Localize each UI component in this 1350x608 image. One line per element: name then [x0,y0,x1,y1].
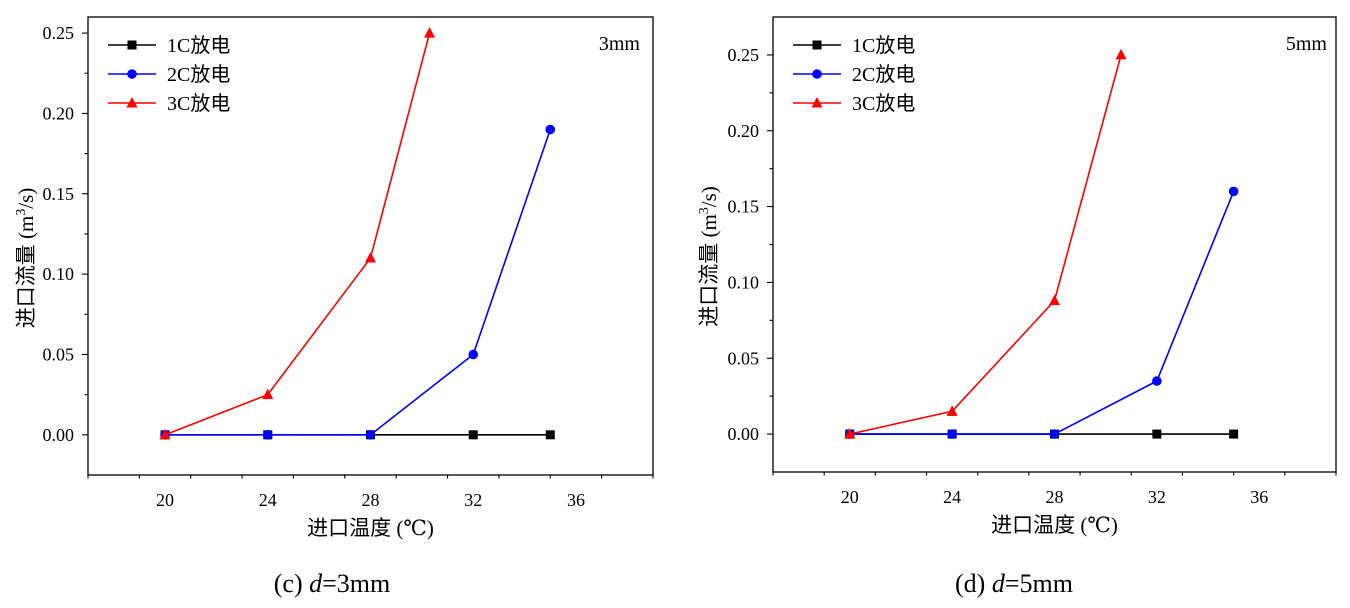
data-point [365,430,376,440]
y-axis-label-end: /s) [697,186,721,207]
caption-prefix: (c) [274,569,309,598]
chart-panel-c: 20 24 28 32 36 0.00 0.05 0.10 0.15 0.20 0.25 进口温度 (… [14,16,654,598]
data-point [468,349,479,360]
series-2C [160,124,556,440]
plot-frame [87,16,654,476]
data-point [1049,294,1060,306]
y-tick-label: 0.25 [728,45,760,65]
caption-rest: =5mm [1005,569,1073,598]
data-point [1228,186,1239,197]
legend: 1C放电 2C放电 3C放电 [793,34,915,115]
y-tick-label: 0.15 [43,184,75,204]
caption-variable: d [309,569,323,598]
x-tick-label: 24 [943,487,961,507]
legend-label: 2C放电 [852,63,915,86]
data-point [365,252,376,263]
series-line [849,54,1122,435]
y-tick-label: 0.05 [728,348,760,368]
y-tick-label: 0.00 [43,425,75,445]
y-axis-label-sup: 3 [14,209,29,216]
data-point [424,27,436,38]
x-tick-label: 36 [1250,487,1268,507]
data-point [1115,48,1127,60]
data-point [159,428,171,440]
y-axis-label-main: 进口流量 (m [14,216,38,329]
data-point [262,388,274,400]
x-tick-label: 20 [156,490,174,510]
chart-panel-d: 20 24 28 32 36 0.00 0.05 0.10 0.15 0.20 0.25 进口温度 (… [697,16,1337,598]
data-point [262,430,273,440]
legend-marker [811,97,823,108]
x-tick-label: 28 [362,490,380,510]
x-tick-label: 32 [464,490,482,510]
legend-label: 3C放电 [167,92,230,115]
legend-label: 2C放电 [167,63,230,86]
legend-marker [126,97,138,108]
series-line [849,191,1235,435]
y-tick-label: 0.10 [43,264,75,284]
x-tick-label: 28 [1046,487,1064,507]
y-axis-label-end: /s) [14,188,38,209]
y-tick-label: 0.10 [728,272,760,292]
legend: 1C放电 2C放电 3C放电 [108,34,230,115]
y-tick-label: 0.05 [43,344,75,364]
y-axis-label: 进口流量 (m3/s) [697,186,721,327]
x-axis-label: 进口温度 (℃) [307,516,434,540]
y-axis-label-main: 进口流量 (m [697,214,721,327]
legend-label: 1C放电 [852,34,915,57]
legend-marker [812,69,822,79]
legend-label: 3C放电 [852,92,915,115]
y-axis-label: 进口流量 (m3/s) [14,188,38,329]
caption-variable: d [992,569,1006,598]
panel-caption: (d) d=5mm [955,569,1073,598]
y-axis-label-sup: 3 [697,207,712,214]
y-tick-label: 0.00 [728,424,760,444]
data-point [1152,376,1162,386]
x-tick-label: 24 [259,490,277,510]
data-point [1049,429,1060,439]
data-point [947,429,957,439]
data-point [844,428,856,439]
thickness-annotation: 5mm [1286,33,1328,55]
data-point [545,124,556,135]
series-line [164,32,431,436]
legend-marker [127,69,137,79]
x-tick-label: 32 [1148,487,1166,507]
series-3C [844,48,1127,439]
y-tick-label: 0.20 [43,103,75,123]
series-line [165,129,552,436]
x-tick-label: 36 [567,490,585,510]
thickness-annotation: 3mm [599,33,641,55]
legend-label: 1C放电 [167,34,230,57]
x-axis-label: 进口温度 (℃) [991,513,1118,537]
data-point [946,405,958,416]
series-2C [844,186,1239,439]
data-point [545,430,555,440]
caption-rest: =3mm [322,569,390,598]
legend-marker [812,40,822,50]
legend-marker [127,40,137,50]
y-tick-label: 0.20 [728,121,760,141]
data-point [1229,429,1239,439]
panel-caption: (c) d=3mm [274,569,390,598]
y-tick-label: 0.25 [43,23,75,43]
x-tick-label: 20 [841,487,859,507]
caption-prefix: (d) [955,569,992,598]
series-3C [159,27,436,440]
data-point [1152,429,1162,439]
data-point [468,430,478,440]
y-tick-label: 0.15 [728,197,760,217]
